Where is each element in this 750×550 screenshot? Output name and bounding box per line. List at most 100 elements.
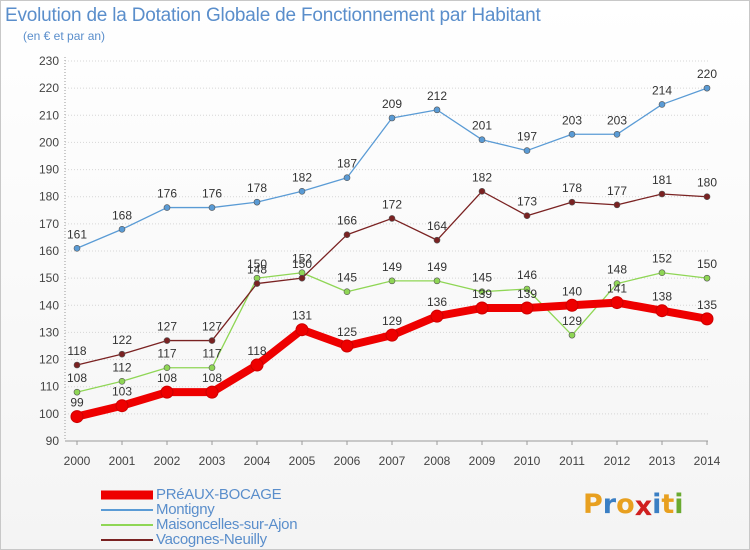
data-label-0: 103 bbox=[112, 385, 132, 399]
data-label-2: 117 bbox=[157, 347, 176, 361]
data-label-3: 122 bbox=[112, 333, 132, 347]
logo-letter: x bbox=[634, 491, 653, 522]
data-point-1 bbox=[388, 114, 396, 122]
data-point-0 bbox=[385, 328, 399, 342]
data-label-2: 117 bbox=[202, 347, 221, 361]
legend-swatch bbox=[101, 538, 153, 541]
data-label-1: 161 bbox=[67, 227, 87, 241]
data-label-2: 149 bbox=[427, 260, 447, 274]
data-label-0: 125 bbox=[337, 325, 357, 339]
x-tick-label: 2014 bbox=[694, 454, 721, 468]
y-tick-label: 150 bbox=[39, 271, 59, 285]
legend: PRéAUX-BOCAGE Montigny Maisoncelles-sur-Aj… bbox=[101, 487, 298, 547]
data-point-2 bbox=[568, 331, 576, 339]
x-tick-label: 2008 bbox=[424, 454, 451, 468]
chart-subtitle: (en € et par an) bbox=[23, 29, 106, 43]
y-tick-label: 140 bbox=[39, 298, 59, 312]
data-label-0: 108 bbox=[157, 371, 177, 385]
data-point-0 bbox=[655, 304, 669, 318]
data-point-2 bbox=[478, 288, 486, 296]
data-point-0 bbox=[115, 399, 129, 413]
data-point-0 bbox=[70, 410, 84, 424]
data-label-0: 99 bbox=[70, 396, 84, 410]
data-label-3: 177 bbox=[607, 184, 627, 198]
data-point-3 bbox=[523, 212, 531, 220]
data-label-3: 182 bbox=[472, 170, 492, 184]
data-point-0 bbox=[565, 298, 579, 312]
data-label-1: 187 bbox=[337, 157, 357, 171]
legend-item: Maisoncelles-sur-Ajon bbox=[101, 516, 298, 533]
data-point-1 bbox=[163, 204, 171, 211]
legend-item: Vacognes-Neuilly bbox=[101, 532, 297, 547]
x-tick-label: 2002 bbox=[154, 454, 181, 468]
data-label-0: 138 bbox=[652, 290, 672, 304]
data-point-2 bbox=[523, 285, 531, 293]
data-point-1 bbox=[298, 187, 306, 195]
data-point-0 bbox=[160, 385, 174, 399]
legend-item: Montigny bbox=[101, 502, 297, 517]
data-point-3 bbox=[253, 280, 261, 287]
x-tick-label: 2010 bbox=[514, 454, 541, 468]
data-label-2: 129 bbox=[562, 314, 582, 328]
data-point-1 bbox=[343, 174, 351, 182]
data-point-0 bbox=[520, 301, 534, 315]
data-point-3 bbox=[343, 231, 351, 239]
data-label-0: 129 bbox=[382, 314, 402, 328]
x-tick-label: 2007 bbox=[379, 454, 406, 468]
data-point-1 bbox=[658, 101, 666, 108]
y-tick-label: 120 bbox=[39, 353, 59, 367]
data-label-2: 145 bbox=[472, 271, 492, 285]
data-label-1: 197 bbox=[517, 130, 537, 144]
data-label-2: 150 bbox=[247, 257, 267, 271]
data-point-2 bbox=[703, 274, 711, 282]
data-label-0: 139 bbox=[517, 287, 537, 301]
x-tick-label: 2009 bbox=[469, 454, 496, 468]
data-point-0 bbox=[700, 312, 714, 326]
y-tick-label: 90 bbox=[46, 434, 60, 448]
data-point-2 bbox=[73, 388, 81, 396]
data-label-2: 152 bbox=[292, 252, 312, 266]
y-tick-label: 210 bbox=[39, 108, 59, 122]
data-point-1 bbox=[118, 225, 126, 233]
data-point-1 bbox=[568, 130, 576, 138]
data-label-2: 145 bbox=[337, 271, 357, 285]
logo-letter: r bbox=[602, 489, 617, 520]
y-tick-label: 110 bbox=[40, 380, 59, 394]
data-label-3: 118 bbox=[67, 344, 86, 358]
data-label-3: 148 bbox=[247, 263, 267, 277]
data-point-1 bbox=[523, 147, 531, 154]
data-label-1: 203 bbox=[562, 113, 582, 127]
data-point-1 bbox=[253, 198, 261, 206]
data-label-1: 176 bbox=[157, 187, 177, 201]
logo-letter: i bbox=[652, 489, 662, 520]
x-tick-label: 2013 bbox=[649, 454, 676, 468]
data-point-1 bbox=[703, 84, 711, 92]
data-point-0 bbox=[205, 385, 219, 399]
data-label-3: 178 bbox=[562, 181, 582, 195]
x-tick-label: 2001 bbox=[109, 454, 136, 468]
data-point-2 bbox=[433, 277, 441, 285]
data-point-3 bbox=[613, 201, 621, 209]
data-point-2 bbox=[343, 288, 351, 296]
data-label-1: 182 bbox=[292, 170, 312, 184]
data-label-3: 127 bbox=[202, 320, 222, 334]
chart-title: Evolution de la Dotation Globale de Fonc… bbox=[5, 5, 541, 26]
data-label-1: 176 bbox=[202, 187, 222, 201]
data-label-2: 148 bbox=[607, 263, 627, 277]
legend-label: Maisoncelles-sur-Ajon bbox=[156, 516, 298, 533]
data-label-1: 212 bbox=[427, 89, 447, 103]
data-label-3: 166 bbox=[337, 214, 357, 228]
data-point-2 bbox=[388, 277, 396, 285]
x-tick-label: 2004 bbox=[244, 454, 271, 468]
data-point-2 bbox=[613, 280, 621, 287]
data-point-1 bbox=[433, 106, 441, 114]
data-label-1: 220 bbox=[697, 67, 717, 81]
data-label-1: 214 bbox=[652, 83, 672, 97]
data-label-0: 131 bbox=[292, 309, 312, 323]
data-point-1 bbox=[73, 244, 81, 252]
y-tick-label: 220 bbox=[39, 81, 59, 95]
logo-letter: o bbox=[616, 489, 635, 520]
data-point-3 bbox=[703, 193, 711, 201]
data-label-2: 149 bbox=[382, 260, 402, 274]
